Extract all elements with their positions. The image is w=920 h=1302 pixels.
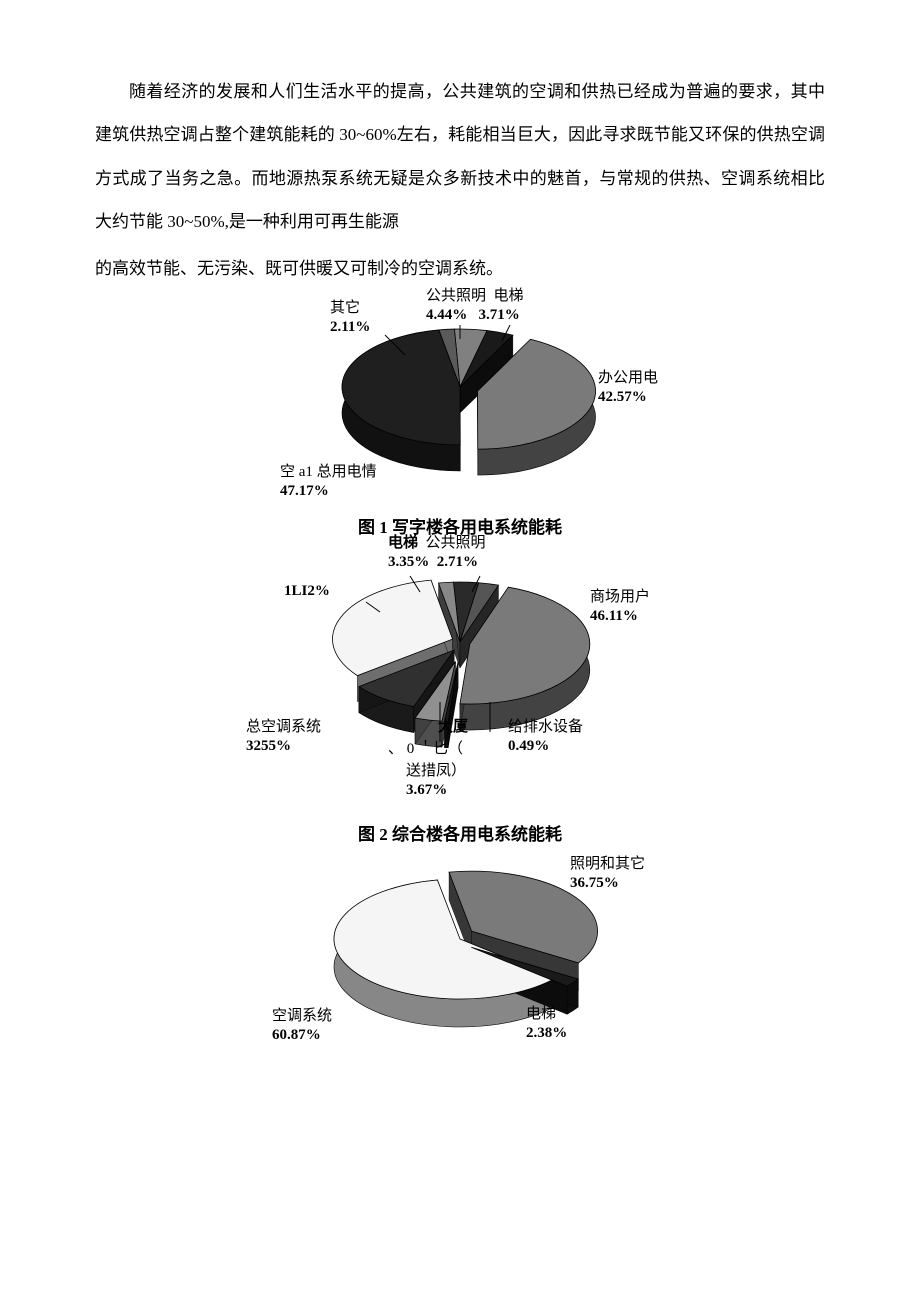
- chart-label: 空 a1 总用电情47.17%: [280, 463, 377, 502]
- chart-label: 办公用电42.57%: [598, 369, 658, 408]
- chart-2-caption: 图 2 综合楼各用电系统能耗: [95, 820, 825, 845]
- chart-label: 给排水设备0.49%: [508, 718, 583, 757]
- chart-label: 大厦: [438, 718, 468, 738]
- paragraph-2: 的高效节能、无污染、既可供暖又可制冷的空调系统。: [95, 247, 825, 290]
- chart-label: 、 0 ＇匕（: [388, 740, 463, 760]
- chart-3-energy: 照明和其它36.75% 电梯2.38% 空调系统60.87%: [210, 849, 710, 1049]
- chart-label: 总空调系统3255%: [246, 718, 321, 757]
- chart-2-complex-building-energy: 电梯 公共照明3.35% 2.71%1LI2%商场用户46.11%总空调系统32…: [190, 542, 730, 812]
- chart-label: 照明和其它36.75%: [570, 855, 645, 894]
- chart-label: 商场用户46.11%: [590, 588, 650, 627]
- chart-label: 公共照明 电梯4.44% 3.71%: [426, 287, 524, 326]
- chart-label: 其它2.11%: [330, 299, 370, 338]
- chart-label: 电梯 公共照明3.35% 2.71%: [388, 534, 486, 573]
- chart-label: 1LI2%: [284, 582, 330, 602]
- chart-label: 空调系统60.87%: [272, 1007, 332, 1046]
- chart-label: 电梯2.38%: [526, 1005, 567, 1044]
- paragraph-1: 随着经济的发展和人们生活水平的提高，公共建筑的空调和供热已经成为普遍的要求，其中…: [95, 70, 825, 243]
- chart-1-office-building-energy: 公共照明 电梯4.44% 3.71%其它2.11%办公用电42.57%空 a1 …: [210, 295, 710, 505]
- chart-label: 送措凤）3.67%: [406, 762, 466, 801]
